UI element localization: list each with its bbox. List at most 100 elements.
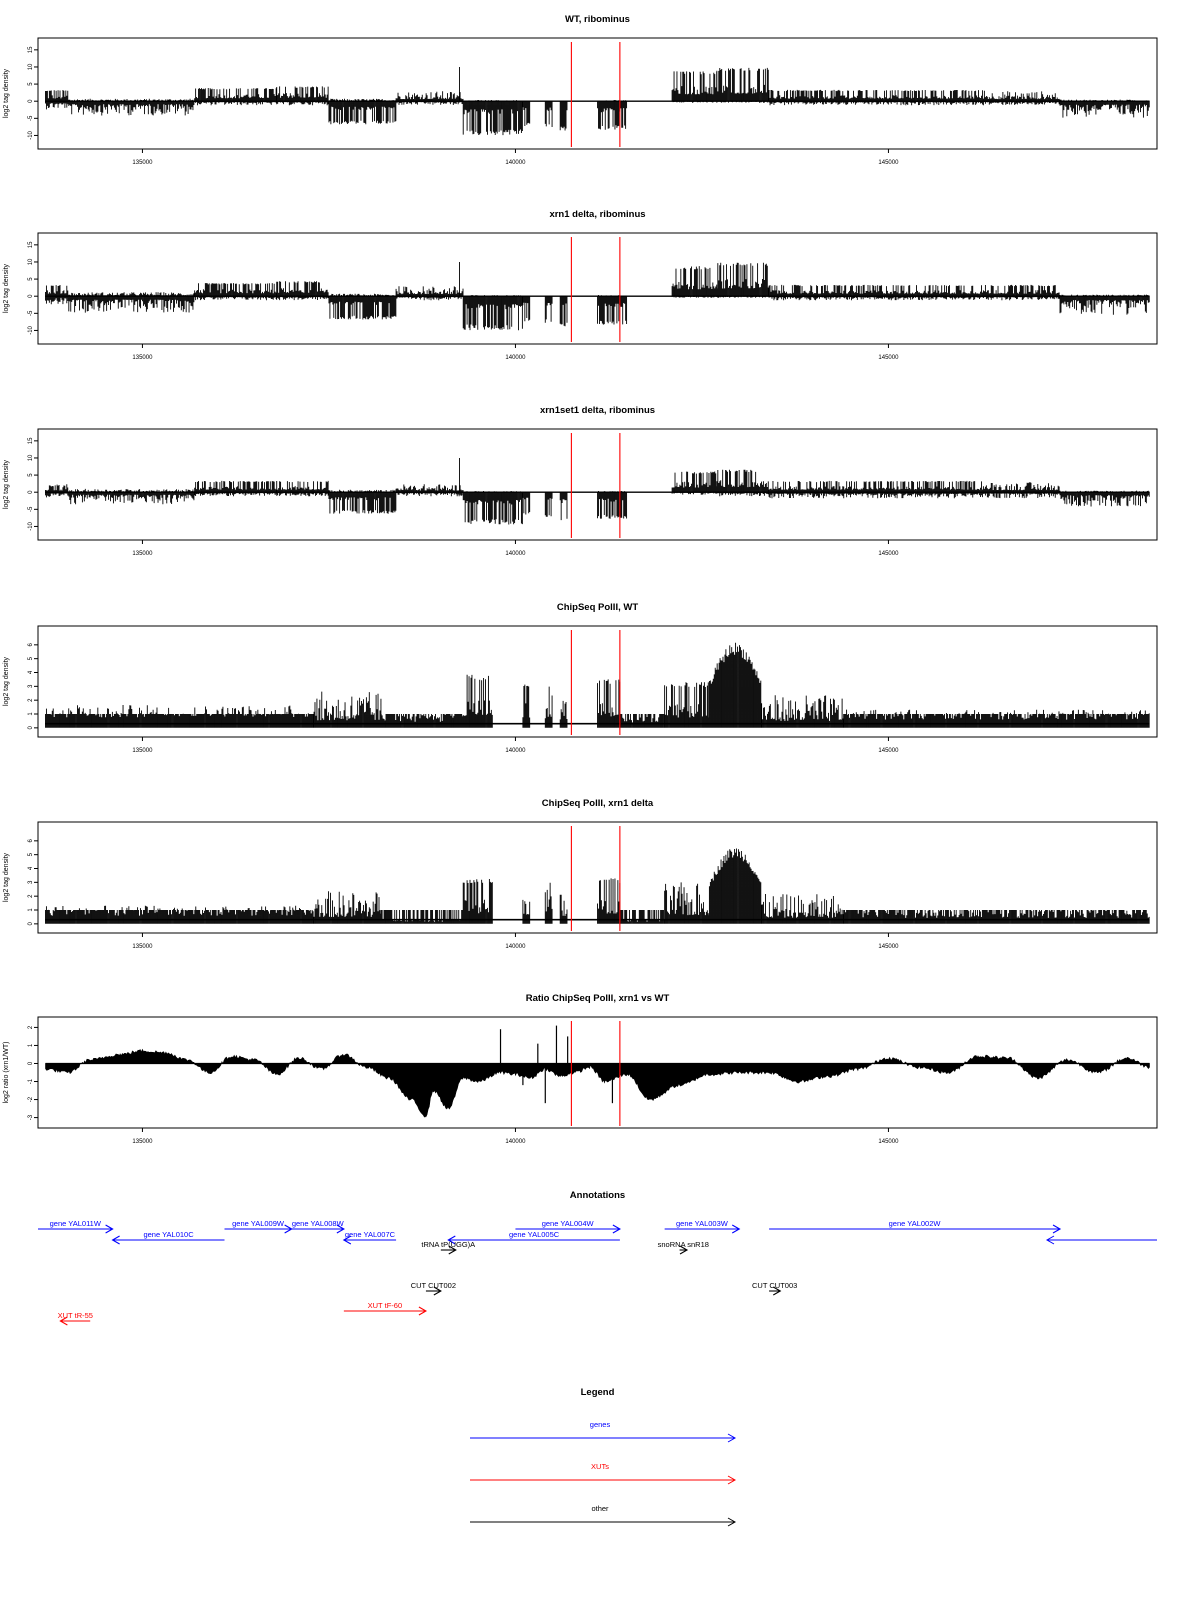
x-tick-label: 145000 bbox=[878, 944, 899, 950]
feature-gene: gene YAL004W bbox=[515, 1219, 621, 1234]
feature-other: CUT CUT002 bbox=[411, 1281, 456, 1296]
chart-panel-1: WT, ribominus -10 -5 0 5 10 15 log2 tag density… bbox=[3, 14, 1158, 166]
feature-name: tR-55 bbox=[75, 1311, 93, 1320]
y-tick-label: -10 bbox=[28, 325, 34, 334]
plot-frame bbox=[37, 37, 1158, 150]
feature-name: YAL002W bbox=[907, 1219, 941, 1228]
feature-xut: XUT tR-55 bbox=[58, 1311, 93, 1326]
arrow-head bbox=[448, 1245, 457, 1255]
y-tick-label: 0 bbox=[28, 490, 34, 494]
feature-label: gene YAL011W bbox=[50, 1219, 102, 1228]
y-tick-label: 6 bbox=[28, 643, 34, 647]
y-axis-label: log2 tag density bbox=[3, 459, 10, 509]
feature-prefix: gene bbox=[292, 1219, 309, 1228]
plot-frame bbox=[37, 625, 1158, 738]
feature-gene: gene YAL011W bbox=[38, 1219, 114, 1234]
feature-label: gene YAL002W bbox=[889, 1219, 942, 1228]
legend-item: other bbox=[470, 1504, 737, 1527]
legend-label: other bbox=[591, 1504, 609, 1513]
feature-prefix: snoRNA bbox=[658, 1240, 686, 1249]
y-tick-label: 0 bbox=[28, 99, 34, 103]
feature-name: tF-60 bbox=[385, 1301, 403, 1310]
feature-prefix: XUT bbox=[368, 1301, 383, 1310]
y-tick-label: -2 bbox=[28, 1096, 34, 1102]
arrow-head bbox=[612, 1224, 621, 1234]
feature-prefix: gene bbox=[143, 1230, 160, 1239]
y-tick-label: 0 bbox=[28, 922, 34, 926]
y-tick-label: 15 bbox=[28, 241, 34, 248]
feature-label: gene YAL005C bbox=[509, 1230, 560, 1239]
plot-frame bbox=[37, 232, 1158, 345]
y-tick-label: -10 bbox=[28, 521, 34, 530]
feature-other: CUT CUT003 bbox=[752, 1281, 797, 1296]
legend: Legend genes XUTs other bbox=[470, 1387, 737, 1527]
y-axis-label: log2 tag density bbox=[3, 68, 10, 118]
feature-label: gene YAL009W bbox=[232, 1219, 285, 1228]
y-tick-label: 1 bbox=[28, 712, 34, 716]
arrow-head bbox=[727, 1475, 737, 1485]
feature-prefix: tRNA bbox=[421, 1240, 439, 1249]
chart-title: ChipSeq PolII, xrn1 delta bbox=[542, 798, 654, 809]
feature-name: YAL010C bbox=[162, 1230, 194, 1239]
y-tick-label: 0 bbox=[28, 294, 34, 298]
y-tick-label: 1 bbox=[28, 1043, 34, 1047]
feature-name: CUT002 bbox=[428, 1281, 456, 1290]
arrow-head bbox=[105, 1224, 114, 1234]
x-tick-label: 145000 bbox=[878, 355, 899, 361]
x-tick-label: 145000 bbox=[878, 1139, 899, 1145]
y-tick-label: -3 bbox=[28, 1114, 34, 1120]
arrow-head bbox=[342, 1235, 352, 1245]
feature-other: snoRNA snR18 bbox=[658, 1240, 709, 1255]
y-axis-label: log2 ratio (xrn1/WT) bbox=[3, 1042, 10, 1104]
feature-label: gene YAL007C bbox=[345, 1230, 396, 1239]
data-trace bbox=[45, 642, 1150, 728]
feature-name: tP(UGG)A bbox=[441, 1240, 475, 1249]
arrow-head bbox=[772, 1286, 782, 1296]
x-tick-label: 145000 bbox=[878, 748, 899, 754]
feature-prefix: gene bbox=[889, 1219, 906, 1228]
arrow-head bbox=[727, 1433, 737, 1443]
chart-title: xrn1 delta, ribominus bbox=[549, 209, 645, 220]
arrow-head bbox=[433, 1286, 442, 1296]
ratio-area bbox=[45, 1048, 1150, 1118]
y-tick-label: 5 bbox=[28, 82, 34, 86]
feature-prefix: gene bbox=[509, 1230, 526, 1239]
feature-label: snoRNA snR18 bbox=[658, 1240, 709, 1249]
y-tick-label: 4 bbox=[28, 670, 34, 674]
arrow-head bbox=[59, 1316, 68, 1326]
y-tick-label: 10 bbox=[28, 454, 34, 461]
arrow-head bbox=[1052, 1224, 1062, 1234]
data-trace bbox=[45, 1025, 1150, 1118]
y-tick-label: 5 bbox=[28, 852, 34, 856]
feature-prefix: CUT bbox=[752, 1281, 768, 1290]
chart-panel-3: xrn1set1 delta, ribominus -10 -5 0 5 10 15 log2… bbox=[3, 405, 1158, 557]
x-tick-label: 135000 bbox=[132, 160, 153, 166]
y-tick-label: -10 bbox=[28, 130, 34, 139]
y-axis-label: log2 tag density bbox=[3, 852, 10, 902]
y-tick-label: 1 bbox=[28, 908, 34, 912]
signal-bars bbox=[45, 848, 1150, 924]
feature-gene: gene YAL005C bbox=[447, 1230, 620, 1245]
feature-gene: gene YAL003W bbox=[664, 1219, 741, 1234]
feature-label: XUT tR-55 bbox=[58, 1311, 93, 1320]
x-tick-label: 140000 bbox=[505, 551, 526, 557]
y-tick-label: 6 bbox=[28, 839, 34, 843]
feature-name: CUT003 bbox=[769, 1281, 797, 1290]
feature-label: CUT CUT002 bbox=[411, 1281, 456, 1290]
feature-name: YAL005C bbox=[528, 1230, 560, 1239]
arrow-head bbox=[727, 1517, 737, 1527]
x-tick-label: 140000 bbox=[505, 748, 526, 754]
feature-name: YAL009W bbox=[251, 1219, 285, 1228]
feature-gene: gene YAL008W bbox=[291, 1219, 345, 1234]
plot-frame bbox=[37, 428, 1158, 541]
feature-label: tRNA tP(UGG)A bbox=[421, 1240, 475, 1249]
arrow-head bbox=[111, 1235, 120, 1245]
feature-prefix: XUT bbox=[58, 1311, 73, 1320]
chart-title: Ratio ChipSeq PolII, xrn1 vs WT bbox=[526, 993, 670, 1004]
data-trace bbox=[45, 67, 1150, 136]
chart-panel-4: ChipSeq PolII, WT 0 1 2 3 4 5 6 log2 tag density… bbox=[3, 602, 1158, 754]
feature-label: gene YAL004W bbox=[542, 1219, 595, 1228]
feature-prefix: gene bbox=[676, 1219, 693, 1228]
